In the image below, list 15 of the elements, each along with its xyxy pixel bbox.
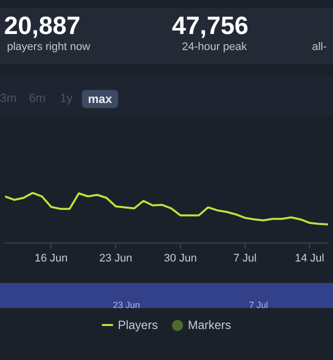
text: 7 Jul	[249, 300, 268, 310]
x-tick-label: 16 Jun	[34, 252, 68, 264]
text: players right now	[7, 41, 90, 53]
text: 20,887	[4, 12, 80, 40]
x-tick-label: 14 Jul	[294, 252, 324, 264]
x-tick-label: 23 Jun	[99, 252, 132, 264]
x-tick-label: 30 Jun	[164, 252, 197, 264]
text: 23 Jun	[113, 300, 140, 310]
legend-label: Markers	[188, 318, 232, 332]
text: 47,756	[172, 12, 248, 40]
legend-label: Players	[118, 318, 158, 332]
x-tick-label: 7 Jul	[233, 252, 257, 264]
text: max	[88, 92, 112, 106]
text: 24-hour peak	[182, 41, 247, 53]
text: all-	[312, 41, 327, 53]
